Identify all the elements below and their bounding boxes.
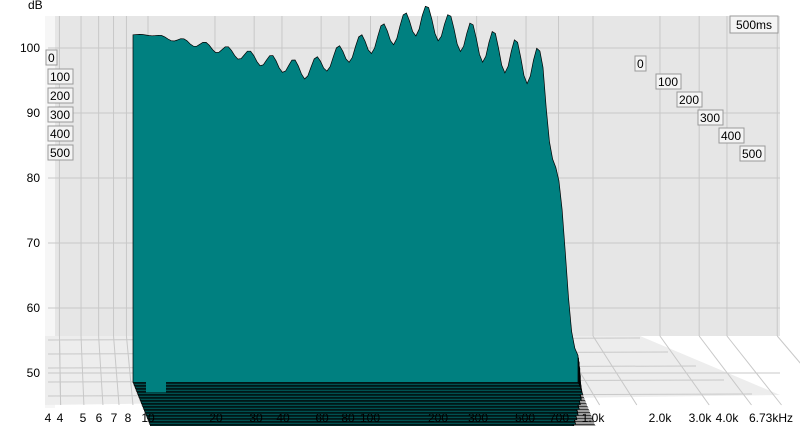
- x-tick-label: 200: [428, 411, 448, 425]
- y-axis-title: dB: [28, 0, 43, 12]
- time-label-right-box: [697, 109, 724, 126]
- x-tick-label: 60: [315, 411, 329, 425]
- waterfall-slice: [132, 5, 579, 383]
- time-label-left: 0: [48, 51, 55, 65]
- x-tick-label: 4.0k: [716, 411, 740, 425]
- time-label-left: 300: [50, 108, 70, 122]
- y-tick-label: 70: [27, 236, 41, 250]
- time-label-right-box: [739, 145, 766, 162]
- y-tick-label: 100: [20, 41, 40, 55]
- y-tick-label: 90: [27, 106, 41, 120]
- time-label-left-box: [45, 49, 58, 66]
- x-tick-label: 10: [141, 411, 155, 425]
- time-label-right: 0: [637, 57, 644, 71]
- x-tick-label: 4: [45, 411, 52, 425]
- x-tick-label: 30: [249, 411, 263, 425]
- time-label-right: 300: [700, 111, 720, 125]
- time-label-right: 100: [658, 75, 678, 89]
- left-wall: [45, 16, 55, 408]
- time-label-left: 400: [50, 127, 70, 141]
- x-tick-label: 6.73kHz: [749, 411, 793, 425]
- time-label-left: 200: [50, 89, 70, 103]
- x-tick-label: 300: [468, 411, 488, 425]
- x-tick-label: 100: [360, 411, 380, 425]
- y-tick-label: 60: [27, 301, 41, 315]
- time-label-left-box: [47, 106, 74, 123]
- x-tick-label: 20: [209, 411, 223, 425]
- time-label-left-box: [47, 87, 74, 104]
- x-tick-label: 40: [276, 411, 290, 425]
- y-tick-label: 50: [27, 366, 41, 380]
- time-label-right-box: [718, 127, 745, 144]
- x-tick-label: 7: [111, 411, 118, 425]
- front-slice-base: [146, 243, 166, 393]
- x-tick-label: 5: [80, 411, 87, 425]
- time-label-left-box: [47, 125, 74, 142]
- x-tick-label: 80: [341, 411, 355, 425]
- y-tick-label: 80: [27, 171, 41, 185]
- time-label-right: 200: [679, 93, 699, 107]
- time-label-right-box: [655, 73, 682, 90]
- time-label-left-box: [47, 144, 74, 161]
- time-label-right: 500: [742, 147, 762, 161]
- x-tick-label: 2.0k: [649, 411, 673, 425]
- x-tick-label: 6: [96, 411, 103, 425]
- waterfall-surface: [132, 5, 596, 426]
- x-tick-label: 700: [549, 411, 569, 425]
- window-label-box: 500ms: [729, 15, 779, 34]
- time-label-left: 500: [50, 146, 70, 160]
- x-tick-label: 8: [125, 411, 132, 425]
- x-tick-label: 4: [57, 411, 64, 425]
- time-label-right-box: [676, 91, 703, 108]
- x-tick-label: 3.0k: [689, 411, 713, 425]
- x-tick-label: 1.0k: [582, 411, 606, 425]
- time-label-right: 400: [721, 129, 741, 143]
- time-label-left-box: [47, 68, 74, 85]
- window-label: 500ms: [736, 18, 772, 32]
- time-label-left: 100: [50, 70, 70, 84]
- time-label-right-box: [634, 55, 647, 72]
- x-tick-label: 500: [515, 411, 535, 425]
